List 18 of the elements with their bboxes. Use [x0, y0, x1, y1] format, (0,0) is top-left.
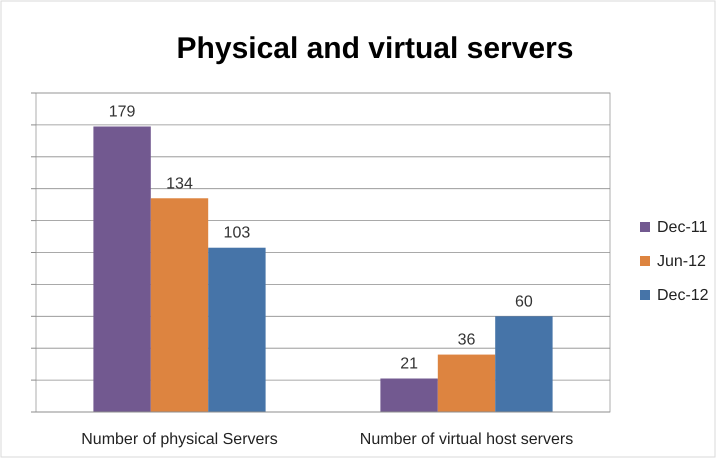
- bar: [208, 248, 266, 412]
- x-tick-label: Number of physical Servers: [81, 431, 278, 448]
- legend-label: Dec-11: [657, 219, 708, 236]
- bar: [438, 354, 496, 412]
- data-label: 179: [108, 103, 136, 120]
- bar: [495, 316, 553, 412]
- data-label: 21: [400, 356, 418, 373]
- bar: [380, 378, 438, 412]
- data-label: 103: [224, 224, 250, 242]
- data-label: 60: [515, 293, 533, 310]
- data-label: 36: [458, 332, 476, 349]
- legend-label: Dec-12: [657, 287, 709, 304]
- data-label: 134: [166, 175, 193, 192]
- bar: [150, 198, 208, 412]
- x-tick-label: Number of virtual host servers: [360, 431, 574, 448]
- legend-label: Jun-12: [657, 253, 706, 270]
- bar: [93, 126, 151, 412]
- chart-title: Physical and virtual servers: [176, 32, 574, 65]
